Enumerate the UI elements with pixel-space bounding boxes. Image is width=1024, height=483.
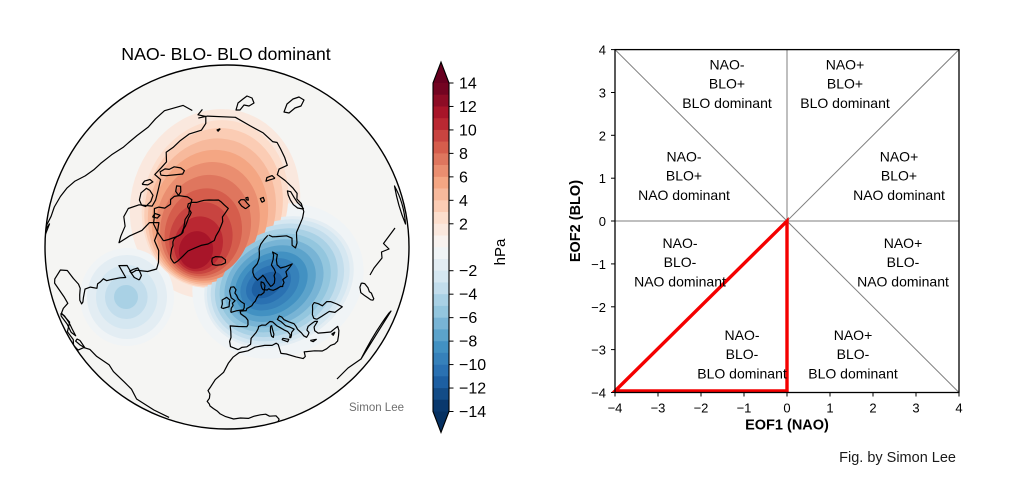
svg-text:−10: −10: [459, 357, 486, 374]
svg-text:−3: −3: [591, 343, 606, 358]
svg-text:BLO+: BLO+: [666, 168, 702, 184]
svg-text:BLO dominant: BLO dominant: [682, 95, 772, 111]
svg-text:NAO+: NAO+: [834, 327, 873, 343]
svg-text:−2: −2: [694, 401, 709, 416]
svg-text:BLO-: BLO-: [664, 254, 697, 270]
svg-text:BLO-: BLO-: [837, 346, 870, 362]
svg-text:2: 2: [869, 401, 876, 416]
svg-text:NAO+: NAO+: [826, 57, 865, 73]
svg-text:−4: −4: [591, 386, 606, 401]
svg-text:BLO+: BLO+: [881, 168, 917, 184]
svg-text:0: 0: [599, 214, 606, 229]
svg-text:NAO dominant: NAO dominant: [638, 187, 730, 203]
svg-text:NAO-: NAO-: [663, 235, 698, 251]
svg-text:−1: −1: [591, 257, 606, 272]
svg-text:14: 14: [459, 76, 477, 93]
svg-text:BLO-: BLO-: [887, 254, 920, 270]
svg-text:−6: −6: [459, 310, 477, 327]
svg-text:2: 2: [599, 128, 606, 143]
svg-text:−3: −3: [651, 401, 666, 416]
svg-text:12: 12: [459, 99, 477, 116]
svg-text:BLO dominant: BLO dominant: [808, 365, 898, 381]
svg-text:NAO+: NAO+: [884, 235, 923, 251]
svg-text:NAO+: NAO+: [880, 149, 919, 165]
svg-text:−2: −2: [459, 263, 477, 280]
svg-text:BLO+: BLO+: [709, 76, 745, 92]
svg-text:BLO+: BLO+: [827, 76, 863, 92]
svg-text:1: 1: [826, 401, 833, 416]
svg-text:−14: −14: [459, 404, 486, 421]
svg-text:4: 4: [955, 401, 962, 416]
svg-text:8: 8: [459, 146, 468, 163]
svg-text:−4: −4: [459, 287, 477, 304]
svg-text:−12: −12: [459, 381, 486, 398]
svg-text:Fig. by Simon Lee: Fig. by Simon Lee: [839, 450, 956, 466]
svg-text:6: 6: [459, 169, 468, 186]
svg-text:−1: −1: [737, 401, 752, 416]
svg-text:3: 3: [599, 86, 606, 101]
svg-text:NAO dominant: NAO dominant: [857, 273, 949, 289]
svg-text:0: 0: [783, 401, 790, 416]
svg-text:NAO-: NAO-: [710, 57, 745, 73]
svg-text:4: 4: [459, 193, 468, 210]
svg-text:NAO-: NAO-: [725, 327, 760, 343]
svg-text:2: 2: [459, 216, 468, 233]
svg-text:10: 10: [459, 122, 477, 139]
svg-text:NAO dominant: NAO dominant: [853, 187, 945, 203]
svg-text:−4: −4: [608, 401, 623, 416]
svg-text:EOF1 (NAO): EOF1 (NAO): [745, 418, 829, 434]
svg-text:Simon Lee: Simon Lee: [349, 402, 404, 414]
svg-text:BLO dominant: BLO dominant: [697, 365, 787, 381]
svg-text:hPa: hPa: [492, 238, 509, 265]
svg-text:EOF2 (BLO): EOF2 (BLO): [568, 180, 584, 262]
svg-text:BLO dominant: BLO dominant: [800, 95, 890, 111]
svg-text:1: 1: [599, 171, 606, 186]
svg-text:3: 3: [912, 401, 919, 416]
svg-text:−8: −8: [459, 334, 477, 351]
svg-text:BLO-: BLO-: [726, 346, 759, 362]
svg-text:NAO-: NAO-: [667, 149, 702, 165]
svg-text:NAO dominant: NAO dominant: [634, 273, 726, 289]
svg-text:NAO- BLO- BLO dominant: NAO- BLO- BLO dominant: [121, 44, 331, 64]
svg-text:4: 4: [599, 43, 606, 58]
svg-text:−2: −2: [591, 300, 606, 315]
